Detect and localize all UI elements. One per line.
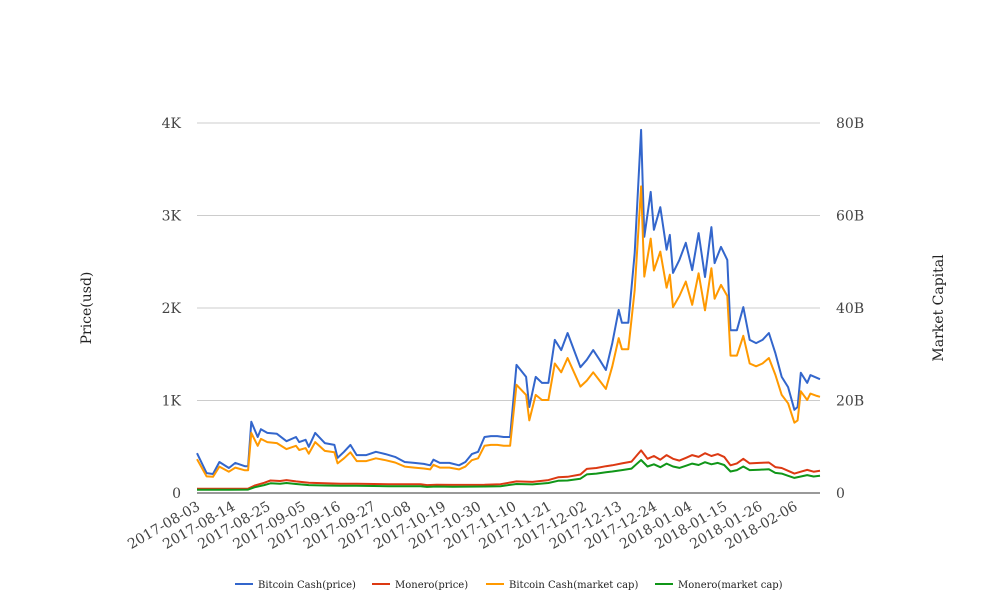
series-line-monero-market-cap: [197, 459, 821, 491]
left-tick-label: 2K: [162, 301, 182, 317]
right-tick-label: 20B: [836, 394, 864, 410]
series-line-bitcoin-cash-market-cap: [196, 185, 821, 478]
right-tick-label: 40B: [836, 301, 864, 317]
series-line-bitcoin-cash-price: [196, 128, 821, 475]
legend: Bitcoin Cash(price) Monero(price) Bitcoin …: [235, 580, 783, 591]
left-tick-label: 4K: [162, 116, 182, 132]
right-axis-title: Market Capital: [931, 254, 947, 362]
right-axis-ticks: 0 20B 40B 60B 80B: [836, 116, 864, 502]
left-tick-label: 3K: [162, 209, 182, 225]
left-tick-label: 0: [172, 486, 181, 502]
legend-label: Monero(market cap): [678, 580, 783, 591]
legend-label: Monero(price): [395, 580, 468, 591]
x-axis-ticks: 2017-08-032017-08-142017-08-252017-09-05…: [125, 499, 800, 553]
right-tick-label: 60B: [836, 209, 864, 225]
left-tick-label: 1K: [162, 394, 182, 410]
series-lines: [196, 128, 821, 491]
legend-label: Bitcoin Cash(price): [258, 580, 356, 591]
right-tick-label: 80B: [836, 116, 864, 132]
left-axis-title: Price(usd): [79, 272, 95, 345]
right-tick-label: 0: [836, 486, 845, 502]
left-axis-ticks: 0 1K 2K 3K 4K: [162, 116, 182, 502]
legend-label: Bitcoin Cash(market cap): [509, 580, 638, 591]
gridlines: [197, 122, 820, 401]
series-line-monero-price: [197, 449, 821, 490]
